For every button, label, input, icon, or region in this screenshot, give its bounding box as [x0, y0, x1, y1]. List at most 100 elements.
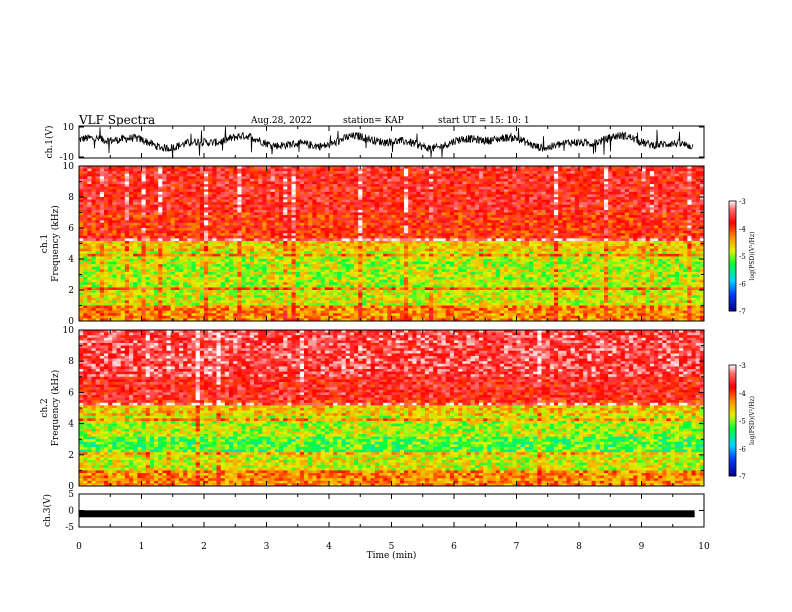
spectrogram-cell [404, 189, 409, 193]
spectrogram-cell [237, 166, 242, 169]
spectrogram-cell [666, 225, 671, 229]
spectrogram-cell [249, 204, 255, 208]
spectrogram-cell [591, 212, 596, 216]
spectrogram-cell [395, 209, 401, 213]
spectrogram-cell [329, 199, 334, 203]
spectrogram-cell [479, 225, 484, 229]
spectrogram-cell [537, 199, 542, 203]
spectrogram-cell [499, 217, 505, 221]
spectrogram-cell [316, 222, 321, 226]
spectrogram-cell [108, 235, 113, 239]
spectrogram-cell [233, 240, 238, 244]
spectrogram-cell [87, 197, 92, 200]
spectrogram-cell [208, 215, 213, 218]
spectrogram-cell [583, 248, 588, 252]
spectrogram-cell [224, 243, 230, 247]
spectrogram-cell [354, 171, 359, 175]
spectrogram-cell [108, 220, 113, 224]
spectrogram-cell [579, 189, 584, 193]
spectrogram-cell [645, 178, 651, 182]
spectrogram-cell [204, 222, 209, 226]
spectrogram-cell [470, 184, 476, 187]
spectrogram-cell [687, 209, 692, 213]
spectrogram-cell [649, 207, 655, 211]
spectrogram-cell [512, 181, 517, 185]
spectrogram-cell [699, 238, 705, 242]
spectrogram-cell [79, 228, 84, 231]
spectrogram-cell [512, 222, 517, 226]
spectrogram-cell [287, 243, 292, 247]
spectrogram-cell [554, 230, 559, 234]
spectrogram-cell [445, 243, 451, 247]
spectrogram-cell [120, 215, 126, 218]
spectrogram-cell [162, 207, 167, 211]
spectrogram-cell [358, 184, 363, 187]
spectrogram-cell [466, 207, 471, 211]
spectrogram-cell [616, 178, 621, 182]
spectrogram-cell [87, 209, 92, 213]
spectrogram-cell [449, 212, 455, 216]
spectrogram-cell [433, 217, 438, 221]
spectrogram-cell [549, 166, 555, 169]
spectrogram-cell [341, 173, 346, 177]
spectrogram-cell [179, 225, 184, 229]
spectrogram-cell [379, 176, 384, 180]
spectrogram-cell [458, 212, 463, 216]
spectrogram-cell [658, 199, 663, 203]
spectrogram-cell [687, 166, 692, 169]
spectrogram-cell [349, 243, 355, 247]
spectrogram-cell [441, 189, 446, 193]
spectrogram-cell [695, 204, 701, 208]
spectrogram-cell [279, 212, 284, 216]
spectrogram-cell [195, 215, 201, 218]
spectrogram-cell [637, 204, 642, 208]
spectrogram-cell [662, 220, 667, 224]
spectrogram-cell [145, 220, 151, 224]
spectrogram-cell [312, 209, 317, 213]
spectrogram-cell [195, 171, 201, 175]
spectrogram-cell [637, 225, 642, 229]
spectrogram-cell [658, 197, 663, 200]
spectrogram-cell [541, 173, 546, 177]
spectrogram-cell [349, 220, 355, 224]
spectrogram-cell [308, 166, 313, 169]
spectrogram-cell [174, 197, 180, 200]
spectrogram-cell [483, 184, 488, 187]
spectrogram-cell [308, 233, 313, 237]
spectrogram-cell [312, 238, 317, 242]
spectrogram-cell [516, 199, 521, 203]
spectrogram-cell [449, 222, 455, 226]
spectrogram-cell [79, 199, 84, 203]
spectrogram-cell [208, 228, 213, 231]
spectrogram-cell [120, 176, 126, 180]
spectrogram-cell [545, 235, 551, 239]
spectrogram-cell [470, 212, 476, 216]
spectrogram-cell [591, 176, 596, 180]
spectrogram-cell [454, 191, 459, 195]
spectrogram-cell [562, 225, 567, 229]
spectrogram-cell [670, 240, 676, 244]
spectrogram-cell [333, 222, 338, 226]
spectrogram-cell [658, 176, 663, 180]
spectrogram-cell [595, 173, 601, 177]
spectrogram-cell [395, 166, 401, 169]
spectrogram-cell [574, 230, 580, 234]
spectrogram-cell [658, 168, 663, 172]
spectrogram-cell [154, 233, 159, 237]
spectrogram-cell [549, 173, 555, 177]
spectrogram-cell [433, 204, 438, 208]
spectrogram-cell [383, 209, 388, 213]
spectrogram-cell [508, 225, 513, 229]
spectrogram-cell [674, 233, 680, 237]
spectrogram-cell [637, 199, 642, 203]
spectrogram-cell [104, 222, 109, 226]
spectrogram-cell [216, 217, 221, 221]
spectrogram-cell [654, 176, 659, 180]
spectrogram-cell [549, 225, 555, 229]
spectrogram-cell [599, 199, 605, 203]
spectrogram-cell [199, 220, 205, 224]
spectrogram-cell [604, 233, 609, 237]
spectrogram-cell [529, 202, 534, 206]
spectrogram-cell [416, 235, 421, 239]
